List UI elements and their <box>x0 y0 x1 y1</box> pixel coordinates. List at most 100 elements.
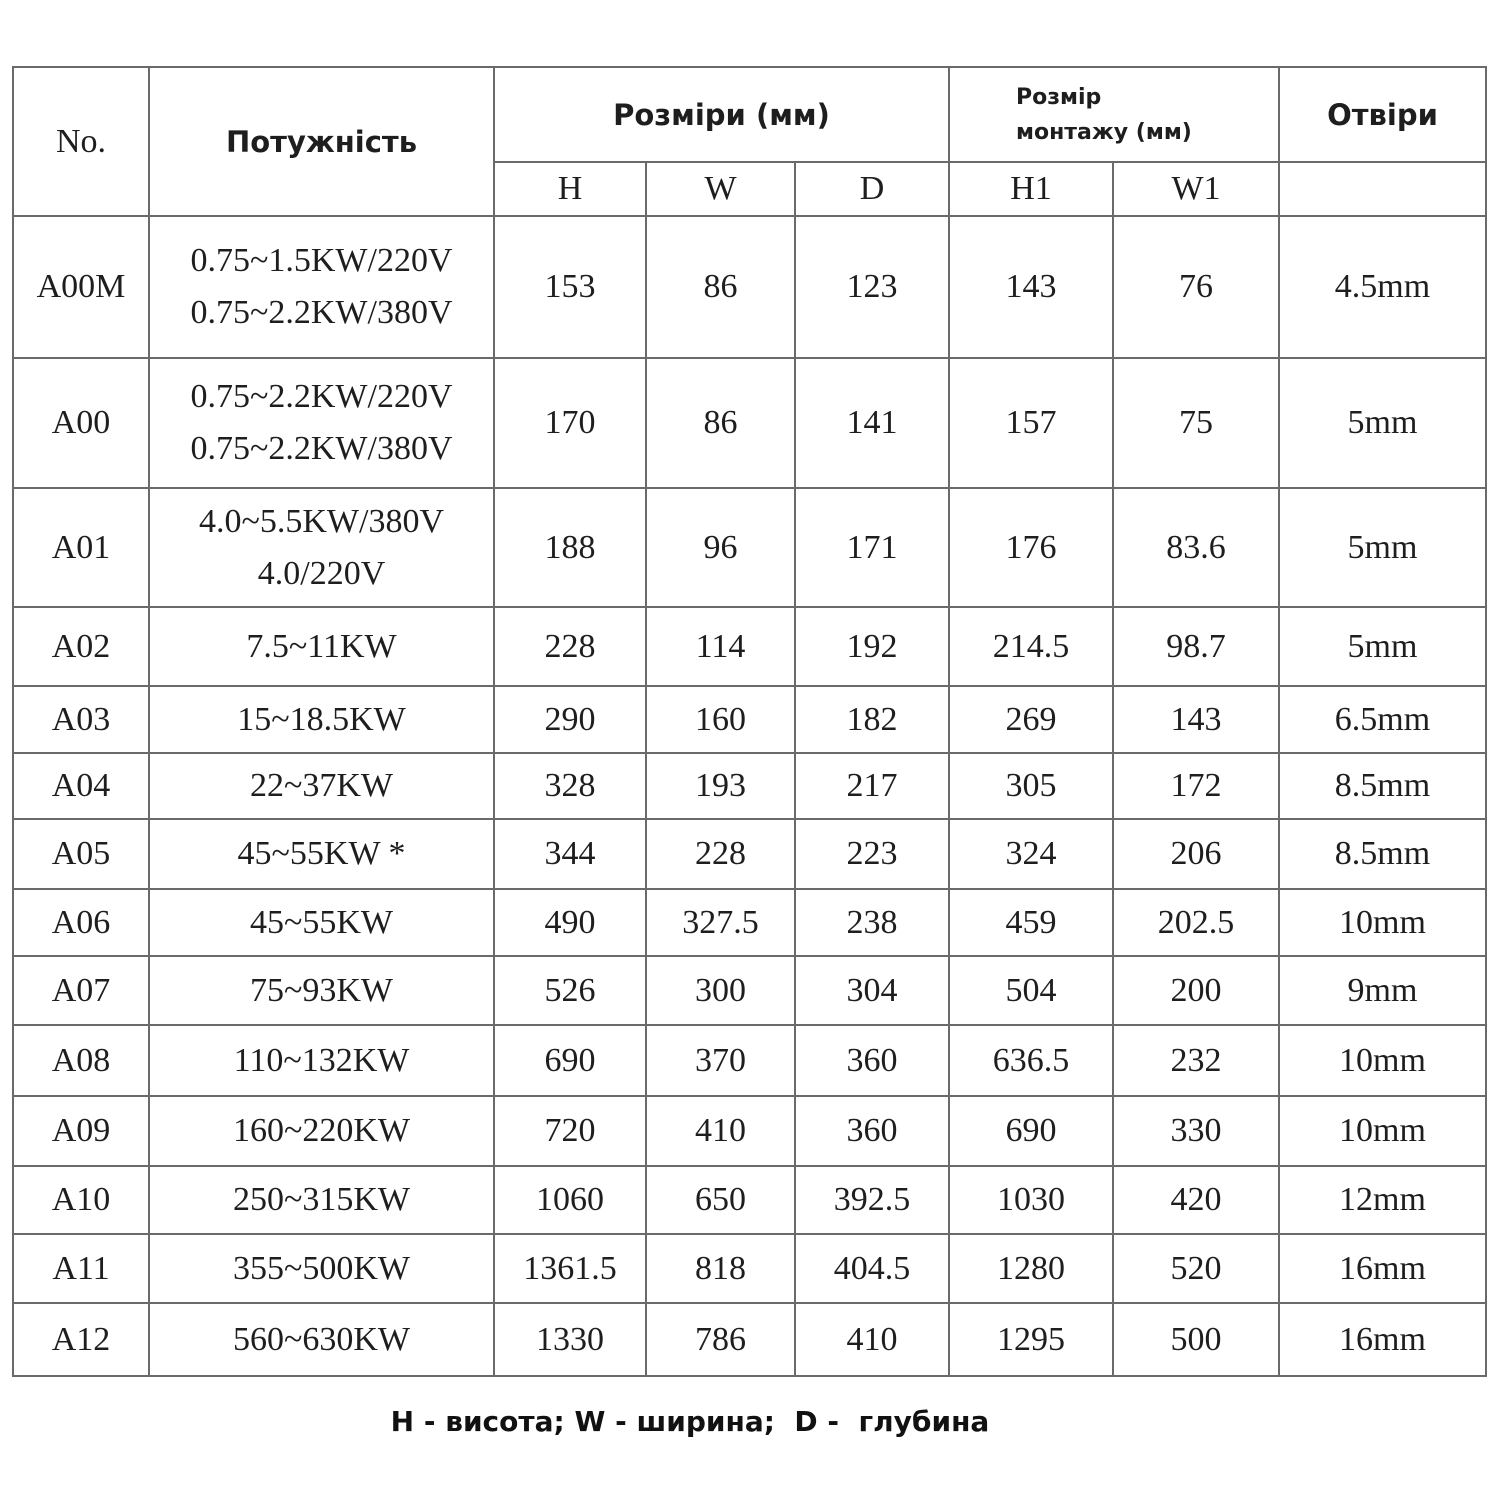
cell-w1: 76 <box>1112 215 1280 359</box>
table-row: A00 0.75~2.2KW/220V 0.75~2.2KW/380V 170 86 14… <box>12 357 1487 489</box>
cell-no: A09 <box>12 1095 150 1167</box>
cell-no: A07 <box>12 955 150 1026</box>
cell-h1: 214.5 <box>948 606 1114 687</box>
cell-hole: 5mm <box>1278 487 1487 608</box>
table-row: A04 22~37KW 328 193 217 305 172 8.5mm <box>12 752 1487 820</box>
cell-power: 560~630KW <box>148 1302 495 1377</box>
subheader-empty <box>1278 161 1487 217</box>
cell-d: 360 <box>794 1095 950 1167</box>
dimensions-table: No. Потужність Розміри (мм) Розмір монтаж… <box>12 66 1487 1377</box>
power-line: 15~18.5KW <box>237 700 406 738</box>
table-row: A05 45~55KW * 344 228 223 324 206 8.5mm <box>12 818 1487 890</box>
cell-w: 818 <box>645 1233 796 1304</box>
power-line: 4.0/220V <box>257 554 386 592</box>
header-holes: Отвіри <box>1278 66 1487 163</box>
cell-w1: 232 <box>1112 1024 1280 1097</box>
cell-h1: 690 <box>948 1095 1114 1167</box>
cell-hole: 8.5mm <box>1278 752 1487 820</box>
cell-w: 370 <box>645 1024 796 1097</box>
cell-hole: 10mm <box>1278 888 1487 957</box>
cell-power: 0.75~2.2KW/220V 0.75~2.2KW/380V <box>148 357 495 489</box>
power-line: 0.75~1.5KW/220V <box>190 242 453 279</box>
table-row: A06 45~55KW 490 327.5 238 459 202.5 10mm <box>12 888 1487 957</box>
cell-hole: 12mm <box>1278 1165 1487 1235</box>
cell-h: 1361.5 <box>493 1233 647 1304</box>
table-row: A11 355~500KW 1361.5 818 404.5 1280 520 16mm <box>12 1233 1487 1304</box>
power-line: 4.0~5.5KW/380V <box>198 502 445 540</box>
power-line: 75~93KW <box>249 971 394 1009</box>
cell-d: 304 <box>794 955 950 1026</box>
cell-h1: 504 <box>948 955 1114 1026</box>
table-row: A03 15~18.5KW 290 160 182 269 143 6.5mm <box>12 685 1487 754</box>
cell-hole: 16mm <box>1278 1302 1487 1377</box>
power-line: 0.75~2.2KW/220V <box>190 378 453 415</box>
cell-w1: 75 <box>1112 357 1280 489</box>
cell-hole: 8.5mm <box>1278 818 1487 890</box>
cell-no: A00M <box>12 215 150 359</box>
table-row: A08 110~132KW 690 370 360 636.5 232 10mm <box>12 1024 1487 1097</box>
cell-no: A11 <box>12 1233 150 1304</box>
cell-power: 110~132KW <box>148 1024 495 1097</box>
cell-d: 392.5 <box>794 1165 950 1235</box>
cell-w: 650 <box>645 1165 796 1235</box>
cell-w: 228 <box>645 818 796 890</box>
power-line: 0.75~2.2KW/380V <box>190 294 453 331</box>
cell-d: 182 <box>794 685 950 754</box>
cell-d: 238 <box>794 888 950 957</box>
power-line: 355~500KW <box>232 1249 411 1287</box>
cell-w: 114 <box>645 606 796 687</box>
cell-power: 0.75~1.5KW/220V 0.75~2.2KW/380V <box>148 215 495 359</box>
table-row: A10 250~315KW 1060 650 392.5 1030 420 12mm <box>12 1165 1487 1235</box>
cell-power: 160~220KW <box>148 1095 495 1167</box>
cell-d: 223 <box>794 818 950 890</box>
cell-h1: 305 <box>948 752 1114 820</box>
cell-h: 328 <box>493 752 647 820</box>
cell-hole: 16mm <box>1278 1233 1487 1304</box>
cell-h: 290 <box>493 685 647 754</box>
cell-h: 228 <box>493 606 647 687</box>
cell-power: 250~315KW <box>148 1165 495 1235</box>
cell-w1: 200 <box>1112 955 1280 1026</box>
cell-w1: 202.5 <box>1112 888 1280 957</box>
cell-w: 786 <box>645 1302 796 1377</box>
cell-power: 45~55KW <box>148 888 495 957</box>
cell-hole: 5mm <box>1278 357 1487 489</box>
cell-power: 75~93KW <box>148 955 495 1026</box>
power-line: 160~220KW <box>232 1112 411 1149</box>
cell-w: 160 <box>645 685 796 754</box>
cell-no: A05 <box>12 818 150 890</box>
cell-d: 217 <box>794 752 950 820</box>
cell-power: 22~37KW <box>148 752 495 820</box>
cell-w1: 143 <box>1112 685 1280 754</box>
power-line: 0.75~2.2KW/380V <box>190 430 453 467</box>
legend-caption: H - висота; W - ширина; D - глубина <box>390 1405 990 1438</box>
power-line: 250~315KW <box>232 1181 411 1218</box>
header-no: No. <box>12 66 150 217</box>
cell-power: 4.0~5.5KW/380V 4.0/220V <box>148 487 495 608</box>
cell-w: 86 <box>645 215 796 359</box>
header-power: Потужність <box>148 66 495 217</box>
cell-h1: 176 <box>948 487 1114 608</box>
header-dimensions: Розміри (мм) <box>493 66 950 163</box>
cell-w1: 172 <box>1112 752 1280 820</box>
cell-w: 410 <box>645 1095 796 1167</box>
cell-hole: 6.5mm <box>1278 685 1487 754</box>
cell-h1: 636.5 <box>948 1024 1114 1097</box>
cell-power: 45~55KW * <box>148 818 495 890</box>
cell-w1: 520 <box>1112 1233 1280 1304</box>
cell-d: 192 <box>794 606 950 687</box>
cell-h1: 459 <box>948 888 1114 957</box>
cell-d: 123 <box>794 215 950 359</box>
cell-hole: 10mm <box>1278 1095 1487 1167</box>
subheader-d: D <box>794 161 950 217</box>
cell-w: 300 <box>645 955 796 1026</box>
subheader-w: W <box>645 161 796 217</box>
cell-h: 1330 <box>493 1302 647 1377</box>
cell-h: 526 <box>493 955 647 1026</box>
cell-h1: 157 <box>948 357 1114 489</box>
cell-w1: 206 <box>1112 818 1280 890</box>
cell-d: 171 <box>794 487 950 608</box>
table-body: A00M 0.75~1.5KW/220V 0.75~2.2KW/380V 153 86 1… <box>12 215 1487 1377</box>
subheader-h1: H1 <box>948 161 1114 217</box>
cell-no: A00 <box>12 357 150 489</box>
